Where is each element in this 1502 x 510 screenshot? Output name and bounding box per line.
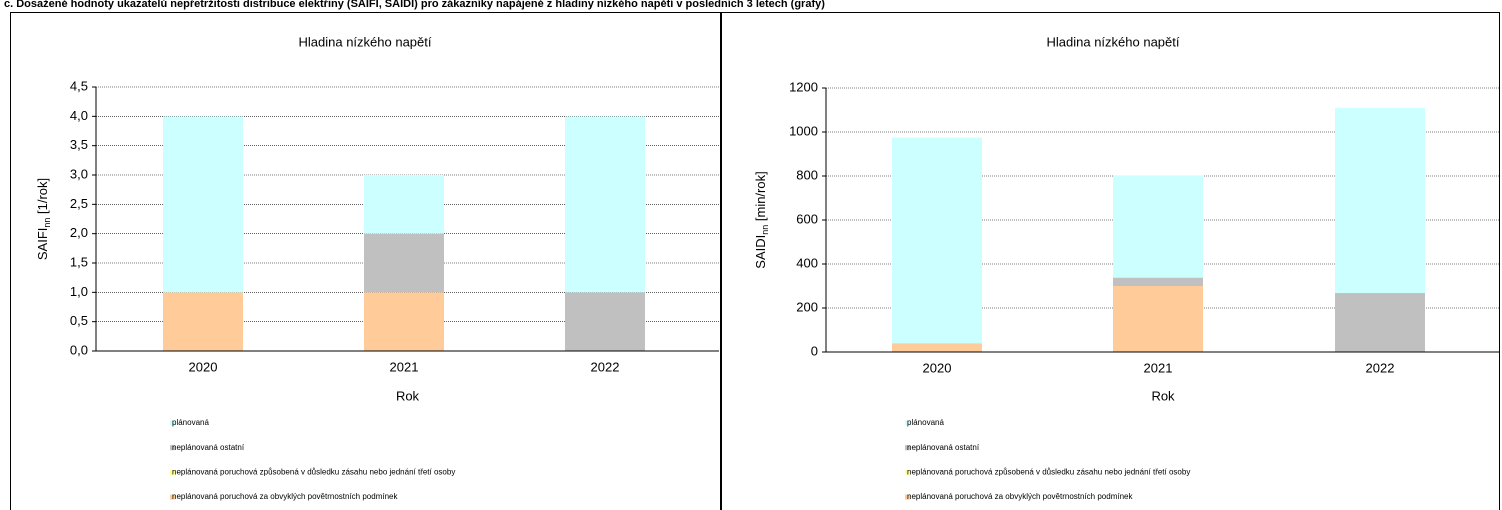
legend-swatch (905, 494, 910, 500)
y-tick-label: 600 (796, 211, 818, 226)
legend-swatch (905, 469, 910, 475)
x-tick-label: 2022 (591, 359, 620, 374)
y-tick-label: 4,5 (70, 78, 88, 93)
legend-label: plánovaná (172, 418, 209, 427)
y-label-main: SAIDI (753, 235, 768, 269)
y-tick-label: 1000 (789, 123, 818, 138)
bar-segment (892, 343, 982, 352)
bar-segment (1335, 293, 1425, 352)
bar-segment (364, 292, 444, 351)
legend-swatch (905, 445, 910, 451)
y-axis-label: SAIFInn [1/rok] (35, 178, 52, 260)
legend-swatch (170, 445, 175, 451)
y-tick-label: 0 (811, 343, 818, 358)
chart-title: Hladina nízkého napětí (1047, 34, 1180, 49)
y-label-unit: [min/rok] (753, 171, 768, 224)
bar-segment (565, 116, 645, 293)
bar-segment (1335, 107, 1425, 294)
y-axis-label: SAIDInn [min/rok] (753, 171, 770, 268)
y-tick-label: 0,0 (70, 342, 88, 357)
legend-label: neplánovaná ostatní (172, 443, 245, 452)
legend-swatch (170, 469, 175, 475)
bar-segment (565, 292, 645, 351)
bar-segment (364, 233, 444, 293)
y-label-unit: [1/rok] (35, 178, 50, 218)
y-tick-label: 4,0 (70, 108, 88, 123)
legend-swatch (905, 420, 910, 426)
y-tick-label: 400 (796, 255, 818, 270)
legend-label: neplánovaná poruchová způsobená v důsled… (172, 468, 455, 477)
legend-label: neplánovaná poruchová za obvyklých povět… (907, 492, 1133, 501)
legend-label: neplánovaná poruchová způsobená v důsled… (907, 468, 1190, 477)
y-tick-label: 3,0 (70, 166, 88, 181)
y-tick-label: 200 (796, 299, 818, 314)
legend-label: plánovaná (907, 418, 944, 427)
legend-label: neplánovaná poruchová za obvyklých povět… (172, 492, 398, 501)
legend-swatch (170, 420, 175, 426)
y-label-sub: nn (42, 218, 52, 228)
y-tick-label: 0,5 (70, 313, 88, 328)
panel (10, 12, 721, 510)
y-tick-label: 1,5 (70, 254, 88, 269)
x-tick-label: 2020 (923, 360, 952, 375)
chart-title: Hladina nízkého napětí (299, 34, 432, 49)
y-tick-label: 1200 (789, 79, 818, 94)
x-tick-label: 2022 (1366, 360, 1395, 375)
y-tick-label: 2,5 (70, 196, 88, 211)
bar-segment (892, 137, 982, 344)
bar-segment (163, 116, 243, 293)
x-tick-label: 2020 (189, 359, 218, 374)
y-label-sub: nn (760, 225, 770, 235)
heading: c. Dosažené hodnoty ukazatelů nepřetržit… (4, 0, 825, 10)
bar-segment (1113, 277, 1203, 286)
bar-segment (1113, 286, 1203, 352)
x-tick-label: 2021 (1144, 360, 1173, 375)
y-tick-label: 800 (796, 167, 818, 182)
bar-segment (364, 175, 444, 234)
x-axis-label: Rok (1151, 388, 1175, 403)
y-label-main: SAIFI (35, 228, 50, 261)
legend-swatch (170, 494, 175, 500)
x-axis-label: Rok (396, 388, 420, 403)
x-tick-label: 2021 (390, 359, 419, 374)
y-tick-label: 2,0 (70, 225, 88, 240)
y-tick-label: 1,0 (70, 284, 88, 299)
y-tick-label: 3,5 (70, 137, 88, 152)
bar-segment (1113, 175, 1203, 278)
legend-label: neplánovaná ostatní (907, 443, 980, 452)
panel (721, 12, 1500, 510)
bar-segment (163, 292, 243, 351)
